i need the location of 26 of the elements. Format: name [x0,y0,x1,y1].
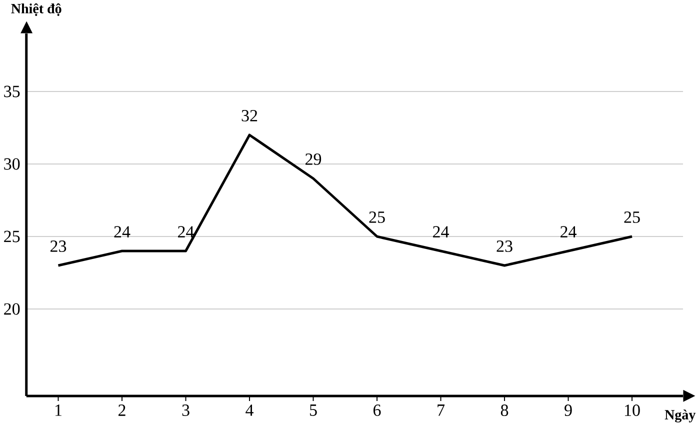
data-label: 23 [496,240,512,252]
x-tick-label: 9 [564,404,572,416]
y-tick-label: 20 [4,303,20,315]
y-tick-label: 35 [4,86,20,98]
data-label: 24 [560,226,577,238]
data-label: 24 [114,226,130,238]
x-tick-label: 1 [55,404,62,416]
x-axis-title: Ngày [664,410,696,423]
x-tick-label: 7 [438,404,445,416]
x-tick-label: 2 [118,404,126,416]
x-tick-label: 8 [500,404,508,416]
y-tick-label: 30 [4,158,20,170]
x-tick-label: 5 [310,404,317,416]
y-tick-label: 25 [4,230,20,242]
y-axis-title: Nhiệt độ [11,3,62,16]
data-label: 29 [306,154,322,166]
data-label: 32 [242,110,258,122]
data-label: 23 [50,240,66,252]
x-tick-label: 4 [246,404,254,416]
data-label: 24 [433,226,449,238]
data-label: 25 [369,212,385,224]
x-tick-label: 10 [625,404,640,416]
data-label: 24 [178,226,194,238]
x-tick-label: 6 [374,404,381,416]
x-tick-label: 3 [182,404,190,416]
data-label: 25 [624,212,640,224]
